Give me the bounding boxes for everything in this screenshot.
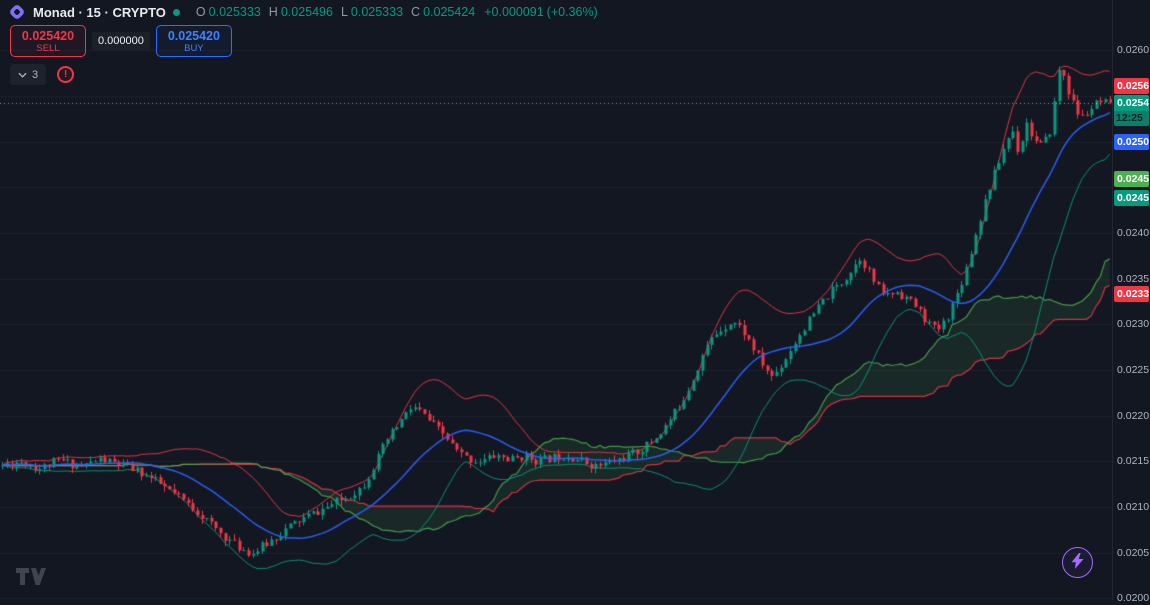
sell-label: SELL <box>36 42 60 54</box>
open-value: 0.025333 <box>208 5 261 19</box>
price-tick: 0.0200 <box>1117 592 1150 605</box>
tradingview-logo[interactable] <box>16 568 46 590</box>
price-tick: 0.0230 <box>1117 318 1150 331</box>
price-tick: 0.0215 <box>1117 455 1150 468</box>
tools-row: 3 ! <box>10 64 75 85</box>
sell-price: 0.025420 <box>21 28 75 43</box>
object-tree-count: 3 <box>32 68 39 81</box>
chevron-down-icon <box>18 69 27 81</box>
buy-price: 0.025420 <box>167 28 220 43</box>
span-a-price-label: 0.0245 <box>1114 170 1149 187</box>
price-tick: 0.0235 <box>1117 272 1150 285</box>
alert-error-icon[interactable]: ! <box>57 66 75 83</box>
monad-logo-icon <box>8 3 26 21</box>
lightning-icon <box>1071 553 1084 572</box>
price-tick: 0.0220 <box>1117 409 1150 422</box>
change-abs: +0.000091 <box>484 5 544 19</box>
bb-basis-price-label: 0.0250 <box>1114 133 1149 150</box>
close-label: C <box>411 5 421 19</box>
price-tick: 0.0205 <box>1117 546 1150 559</box>
buy-label: BUY <box>184 42 204 54</box>
sell-button[interactable]: 0.025420 SELL <box>10 25 86 57</box>
order-panel: 0.025420 SELL 0.000000 0.025420 BUY <box>10 25 232 57</box>
market-status-icon[interactable] <box>172 8 180 16</box>
span-b-price-label: 0.0233 <box>1114 286 1149 303</box>
price-tick: 0.0260 <box>1117 44 1150 57</box>
chart-legend: Monad · 15 · CRYPTO O 0.025333 H 0.025496 … <box>8 3 598 21</box>
price-axis[interactable]: 0.0254 12:25 0.0260 0.0240 0.0235 0.0230 0.0… <box>1112 0 1150 604</box>
low-label: L <box>340 5 348 19</box>
close-value: 0.025424 <box>423 5 476 19</box>
symbol-title[interactable]: Monad · 15 · CRYPTO <box>33 4 166 20</box>
spread-value: 0.000000 <box>92 32 150 50</box>
price-tick: 0.0225 <box>1117 363 1150 376</box>
high-value: 0.025496 <box>280 5 333 19</box>
bb-upper-price-label: 0.0256 <box>1114 77 1149 94</box>
last-price-stack: 0.0254 12:25 <box>1114 94 1149 126</box>
open-label: O <box>195 5 206 19</box>
price-tick: 0.0240 <box>1117 226 1150 239</box>
object-tree-toggle[interactable]: 3 <box>10 64 47 85</box>
boost-button[interactable] <box>1062 547 1093 578</box>
ohlc-row: O 0.025333 H 0.025496 L 0.025333 C 0.025424 … <box>191 5 598 19</box>
high-label: H <box>268 5 278 19</box>
price-tick: 0.0210 <box>1117 500 1150 513</box>
change-pct: (+0.36%) <box>546 5 598 19</box>
last-price-label: 0.0254 <box>1114 94 1149 111</box>
bb-lower-price-label: 0.0245 <box>1114 190 1149 207</box>
bar-countdown-label: 12:25 <box>1114 110 1149 126</box>
buy-button[interactable]: 0.025420 BUY <box>155 25 232 57</box>
low-value: 0.025333 <box>350 5 404 19</box>
